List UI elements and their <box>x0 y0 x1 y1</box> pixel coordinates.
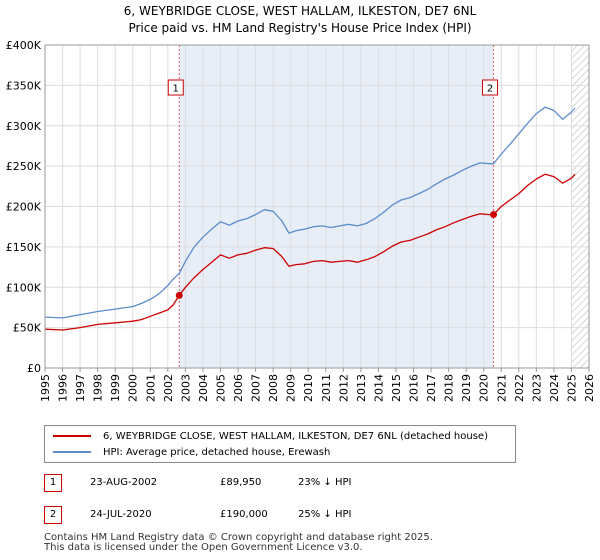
transaction-marker-badge: 1 <box>44 474 62 492</box>
x-tick-label: 2009 <box>285 374 298 402</box>
x-tick-label: 2012 <box>337 374 350 402</box>
transaction-hpi-diff: 23% ↓ HPI <box>298 477 352 488</box>
x-tick-label: 2003 <box>179 374 192 402</box>
sale-point-1 <box>175 291 183 299</box>
legend-item-hpi: HPI: Average price, detached house, Erew… <box>53 446 330 460</box>
x-tick-label: 2018 <box>443 374 456 402</box>
transaction-date: 24-JUL-2020 <box>90 509 152 520</box>
x-tick-label: 2023 <box>530 374 543 402</box>
x-tick-label: 2019 <box>460 374 473 402</box>
y-tick-label: £200K <box>6 201 42 214</box>
x-tick-label: 2015 <box>390 374 403 402</box>
x-tick-label: 2014 <box>372 374 385 402</box>
marker-2-badge <box>482 79 499 96</box>
x-tick-label: 2021 <box>495 374 508 402</box>
chart-title-block: 6, WEYBRIDGE CLOSE, WEST HALLAM, ILKESTO… <box>0 3 600 37</box>
sale-point-2 <box>490 211 498 219</box>
transaction-marker-badge: 2 <box>44 506 62 524</box>
legend-label-hpi: HPI: Average price, detached house, Erew… <box>103 447 331 458</box>
transaction-date: 23-AUG-2002 <box>90 477 158 488</box>
transaction-hpi-diff: 25% ↓ HPI <box>298 509 352 520</box>
transaction-price: £89,950 <box>220 477 262 488</box>
x-tick-label: 2006 <box>232 374 245 402</box>
chart-subtitle: Price paid vs. HM Land Registry's House … <box>128 21 472 35</box>
x-tick-label: 1995 <box>39 374 52 402</box>
legend-item-property: 6, WEYBRIDGE CLOSE, WEST HALLAM, ILKESTO… <box>53 430 488 444</box>
chart-title: 6, WEYBRIDGE CLOSE, WEST HALLAM, ILKESTO… <box>123 4 477 18</box>
x-tick-label: 2013 <box>355 374 368 402</box>
x-tick-label: 1996 <box>57 374 70 402</box>
y-tick-label: £250K <box>6 160 42 173</box>
series-line-hpi <box>44 106 576 319</box>
x-tick-label: 1999 <box>109 374 122 402</box>
x-tick-label: 2011 <box>320 374 333 402</box>
x-tick-label: 1997 <box>74 374 87 402</box>
x-tick-label: 2022 <box>513 374 526 402</box>
footer-line-2: This data is licensed under the Open Gov… <box>44 542 363 553</box>
footer-line-1: Contains HM Land Registry data © Crown c… <box>44 532 433 543</box>
x-tick-label: 2007 <box>250 374 263 402</box>
x-tick-label: 2010 <box>302 374 315 402</box>
marker-1-badge <box>167 79 184 96</box>
x-tick-label: 2001 <box>144 374 157 402</box>
marker-2-label: 2 <box>487 84 493 95</box>
x-tick-label: 2002 <box>162 374 175 402</box>
x-tick-label: 2024 <box>548 374 561 402</box>
x-tick-label: 2005 <box>214 374 227 402</box>
y-tick-label: £350K <box>6 79 42 92</box>
x-tick-label: 2016 <box>408 374 421 402</box>
y-tick-label: £400K <box>6 39 42 52</box>
y-tick-label: £50K <box>13 322 42 335</box>
footer-attribution: Contains HM Land Registry data © Crown c… <box>44 533 433 553</box>
legend-label-property: 6, WEYBRIDGE CLOSE, WEST HALLAM, ILKESTO… <box>103 431 488 442</box>
price-chart: 1 2 £0 £50K £100K £150K £200K £250K £300K £350K £4… <box>6 39 596 402</box>
legend-swatch-hpi <box>53 451 91 453</box>
y-tick-label: £150K <box>6 241 42 254</box>
x-tick-label: 2004 <box>197 374 210 402</box>
plot-frame <box>44 44 590 369</box>
x-tick-label: 2026 <box>583 374 596 402</box>
legend: 6, WEYBRIDGE CLOSE, WEST HALLAM, ILKESTO… <box>44 425 516 463</box>
x-tick-label: 1998 <box>92 374 105 402</box>
x-tick-label: 2025 <box>565 374 578 402</box>
x-tick-label: 2000 <box>127 374 140 402</box>
legend-swatch-property <box>53 435 91 437</box>
y-tick-label: £300K <box>6 120 42 133</box>
y-tick-label: £100K <box>6 281 42 294</box>
x-tick-label: 2008 <box>267 374 280 402</box>
x-tick-label: 2017 <box>425 374 438 402</box>
y-tick-label: £0 <box>27 362 41 375</box>
x-tick-label: 2020 <box>478 374 491 402</box>
transaction-price: £190,000 <box>220 509 268 520</box>
marker-1-label: 1 <box>173 84 179 95</box>
